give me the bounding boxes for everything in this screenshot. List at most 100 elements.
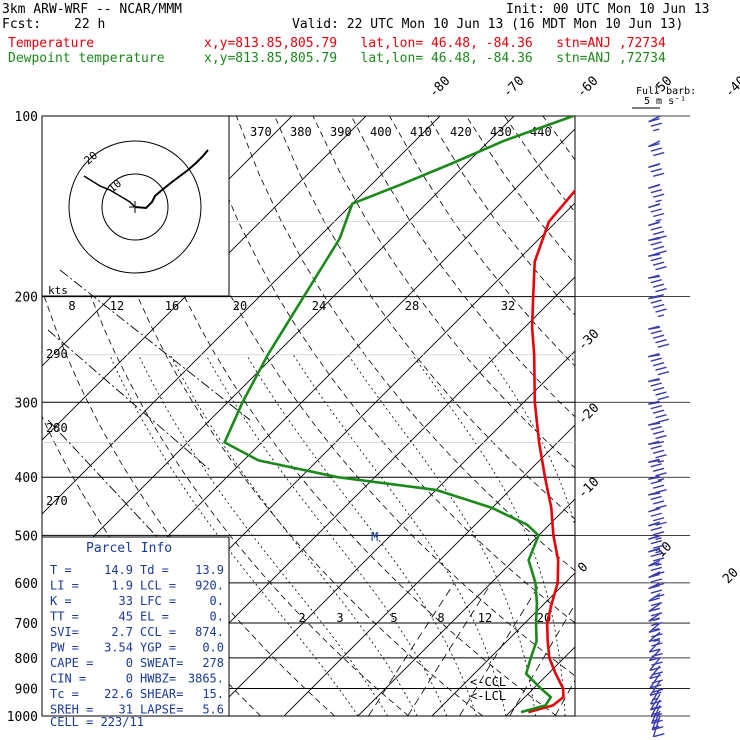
parcel-value: 874. [195,625,224,639]
wind-barb [648,491,667,510]
parcel-value: 0. [210,594,224,608]
side-theta-label: 270 [46,494,68,508]
isotherm [505,646,575,716]
parcel-key: SHEAR= [140,687,183,701]
parcel-value: 0 [126,656,133,670]
wind-barb [648,294,667,318]
temp-tick-label: 0 [575,560,591,576]
height-reference-line [59,269,251,421]
wind-barb [648,521,665,541]
parcel-key: LCL = [140,579,176,593]
dry-adiabat [465,116,575,265]
parcel-key: CCL = [140,625,176,639]
parcel-key: LFC = [140,594,176,608]
isotherm [357,498,575,716]
parcel-value: 33 [119,594,133,608]
wind-barb [648,325,670,348]
pressure-tick-label: 1000 [7,710,38,725]
dry-adiabat [274,116,575,520]
temp-tick-label: -10 [575,475,602,502]
isotherm [42,116,515,589]
parcel-value: 0. [210,610,224,624]
wind-barb [648,220,667,240]
mixing-ratio-label: 12 [478,611,492,625]
height-label: 20 [233,299,247,313]
hodograph-trace [83,175,136,208]
isotherm [42,116,367,441]
theta-label: 410 [410,125,432,139]
mixing-ratio-label: 3 [336,611,343,625]
init-time: Init: 00 UTC Mon 10 Jun 13 [506,2,710,17]
hodograph-trace [134,149,209,210]
temp-tick-label: -20 [575,401,602,428]
parcel-key: YGP = [140,641,176,655]
parcel-key: CIN = [50,672,86,686]
pressure-tick-label: 200 [15,291,38,306]
parcel-box [41,536,230,717]
theta-label: 420 [450,125,472,139]
moist-adiabat [246,354,477,716]
parcel-value: 31 [119,703,133,717]
height-label: 12 [110,299,124,313]
dewpoint-legend: Dewpoint temperature [8,51,165,66]
parcel-key: SVI= [50,625,79,639]
wind-barb [649,680,662,701]
parcel-key: LI = [50,579,79,593]
dry-adiabat [619,116,740,716]
theta-label: 400 [370,125,392,139]
mixing-ratio-label: 2 [298,611,305,625]
dry-adiabat [159,116,575,677]
wind-barb [648,475,667,494]
theta-label: 430 [490,125,512,139]
parcel-value: 1.9 [111,579,133,593]
dry-adiabat [197,116,575,624]
wind-barb [648,640,663,658]
parcel-key: CAPE = [50,656,93,670]
height-reference-line [47,329,211,471]
moist-adiabat [713,355,740,716]
wind-barb [648,353,670,376]
parcel-info: Parcel Info T = 14.9 Td = 13.9 LI = 1.9 LCL = 92… [41,536,230,729]
theta-label: 390 [330,125,352,139]
parcel-value: 0 [126,672,133,686]
parcel-value: 2.7 [111,625,133,639]
forecast-label: Fcst: [2,17,42,32]
parcel-key: HWBZ= [140,672,176,686]
isotherm [728,116,740,716]
parcel-key: SWEAT= [140,656,183,670]
temp-tick-label: -30 [575,327,602,354]
dry-adiabat [350,116,575,418]
height-label: 32 [501,299,515,313]
temperature-profile [528,188,575,714]
dry-adiabat [658,116,740,716]
parcel-value: 13.9 [195,563,224,577]
moist-adiabat [292,354,507,716]
parcel-key: K = [50,594,72,608]
pressure-tick-label: 800 [15,652,38,667]
side-theta-label: 280 [46,421,68,435]
wind-barb [648,162,665,178]
mixing-ratio-label: 5 [390,611,397,625]
isotherm [654,116,740,716]
temp-tick-label: -60 [574,74,601,101]
wind-barb [648,183,665,203]
temp-tick-label: 20 [720,565,740,587]
isotherm [283,424,575,716]
parcel-title: Parcel Info [86,541,172,556]
pressure-tick-label: 100 [15,110,38,125]
parcel-value: 920. [195,579,224,593]
theta-label: 370 [250,125,272,139]
pressure-tick-label: 500 [15,529,38,544]
pressure-tick-label: 300 [15,396,38,411]
wind-barb [648,458,667,482]
isotherm [431,572,575,716]
hodograph-ring [68,140,202,274]
wind-barb [648,140,665,157]
parcel-key: EL = [140,610,169,624]
side-theta-label: 290 [46,347,68,361]
dry-adiabat [734,116,740,716]
kts-label: kts [48,284,68,297]
isotherm [135,276,575,716]
theta-label: 380 [290,125,312,139]
